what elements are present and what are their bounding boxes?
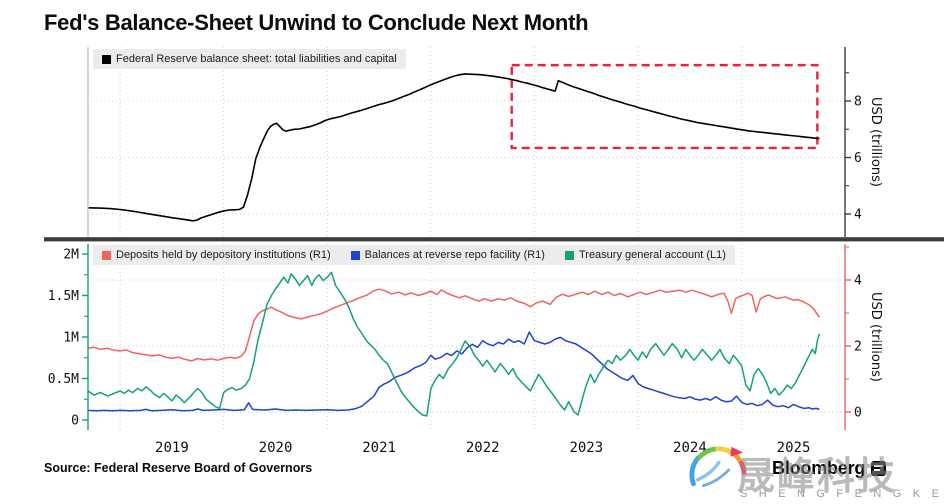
legend-swatch-icon xyxy=(350,250,360,260)
y-tick-label: 2M xyxy=(63,248,79,263)
watermark-chinese: 晟峰科技 xyxy=(737,454,898,498)
x-tick-label: 2019 xyxy=(155,440,189,456)
y-axis-title: USD (trillions) xyxy=(868,292,883,382)
source-note: Source: Federal Reserve Board of Governo… xyxy=(44,461,313,475)
x-tick-label: 2023 xyxy=(569,440,603,456)
panel-bottom: 0 2 4 0 0.5M 1M 1.5M 2M 2019 2020 2021 2022 2023 2024… xyxy=(48,244,862,456)
y-tick-label: 0.5M xyxy=(48,372,79,387)
series-treasury-general-account xyxy=(87,271,821,417)
y-tick-label: 6 xyxy=(854,151,862,166)
legend-item: Federal Reserve balance sheet: total lia… xyxy=(102,53,397,65)
legend-item: Balances at reverse repo facility (R1) xyxy=(350,249,545,261)
x-tick-label: 2020 xyxy=(259,440,293,456)
legend-label: Treasury general account (L1) xyxy=(578,249,726,261)
bloomberg-brand: Bloomberg xyxy=(772,458,887,479)
y-tick-label: 8 xyxy=(854,95,862,110)
legend-label: Federal Reserve balance sheet: total lia… xyxy=(116,53,397,65)
series-fed-balance-sheet xyxy=(87,73,820,222)
panel-top: 4 6 8 xyxy=(87,47,862,237)
bloomberg-wordmark: Bloomberg xyxy=(772,458,866,478)
legend-swatch-icon xyxy=(564,250,574,260)
bloomberg-terminal-icon xyxy=(871,461,887,476)
y-tick-label: 0 xyxy=(71,414,79,429)
shengfeng-logo-icon xyxy=(689,446,747,488)
series-deposits xyxy=(87,288,821,362)
x-tick-label: 2022 xyxy=(466,440,500,456)
y-tick-label: 1.5M xyxy=(48,289,79,304)
legend-top: Federal Reserve balance sheet: total lia… xyxy=(93,49,406,69)
x-tick-label: 2021 xyxy=(362,440,396,456)
legend-bottom: Deposits held by depository institutions… xyxy=(93,245,735,265)
legend-label: Balances at reverse repo facility (R1) xyxy=(364,249,545,261)
legend-swatch-icon xyxy=(102,54,111,64)
y-axis-title: USD (trillions) xyxy=(868,97,883,187)
y-tick-label: 4 xyxy=(854,208,862,223)
legend-item: Treasury general account (L1) xyxy=(564,249,726,261)
series-reverse-repo xyxy=(87,331,820,412)
highlight-box xyxy=(510,63,819,150)
y-tick-label: 0 xyxy=(854,406,862,421)
x-tick-label: 2025 xyxy=(777,440,811,456)
panel-separator xyxy=(44,237,944,242)
y-tick-label: 1M xyxy=(63,331,79,346)
x-tick-label: 2024 xyxy=(673,440,707,456)
legend-item: Deposits held by depository institutions… xyxy=(102,249,331,261)
watermark-latin: S H E N G F E N G K E J I xyxy=(740,488,944,500)
legend-label: Deposits held by depository institutions… xyxy=(116,249,331,261)
page-title: Fed's Balance-Sheet Unwind to Conclude N… xyxy=(44,10,589,35)
legend-swatch-icon xyxy=(102,250,111,260)
y-tick-label: 4 xyxy=(854,274,862,289)
y-tick-label: 2 xyxy=(854,340,862,355)
